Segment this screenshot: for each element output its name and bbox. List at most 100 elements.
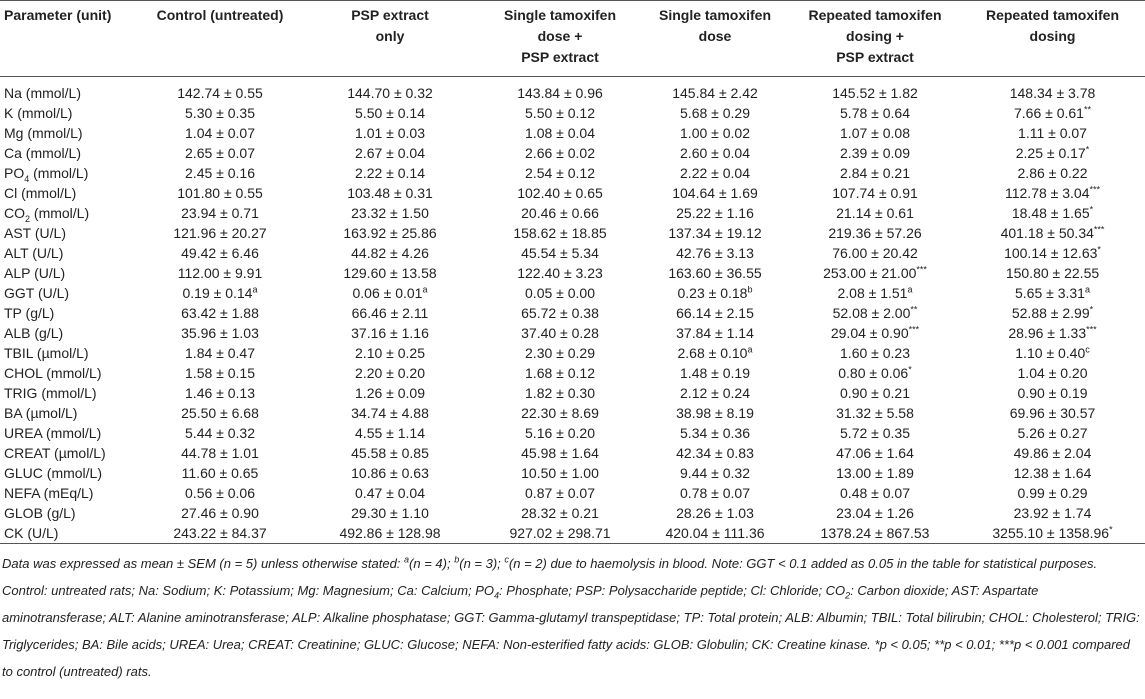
value-cell: 63.42 ± 1.88 (181, 305, 259, 321)
value-cell: 52.08 ± 2.00** (790, 303, 960, 323)
header-line: dosing + (846, 28, 904, 44)
value-cell: 5.65 ± 3.31a (960, 283, 1145, 303)
value-cell: 927.02 ± 298.71 (509, 525, 611, 541)
value-cell: 1.04 ± 0.07 (185, 125, 255, 141)
superscript: ** (1083, 104, 1091, 115)
parameter-cell: Na (mmol/L) (4, 85, 82, 101)
parameter-cell: TRIG (mmol/L) (4, 385, 97, 401)
footnote-text: (n = 3); (459, 556, 505, 571)
parameter-cell: BA (µmol/L) (4, 405, 78, 421)
value-cell: 22.30 ± 8.69 (521, 405, 599, 421)
value-cell: 37.40 ± 0.28 (521, 325, 599, 341)
parameter-cell: CK (U/L) (4, 525, 59, 541)
parameter-cell: Cl (mmol/L) (4, 185, 77, 201)
footnote-text: (n = 4); (409, 556, 455, 571)
superscript: b (454, 554, 460, 565)
value-cell: 12.38 ± 1.64 (1013, 465, 1092, 481)
value-cell: 107.74 ± 0.91 (832, 185, 918, 201)
subscript: 2 (845, 590, 851, 601)
value-cell: 100.14 ± 12.63* (960, 243, 1145, 263)
value-cell: 112.00 ± 9.91 (177, 265, 263, 281)
table-row: PO4 (mmol/L) 2.45 ± 0.16 2.22 ± 0.14 2.54 ±… (0, 163, 1145, 183)
column-header: Single tamoxifen dose (640, 1, 790, 77)
value-cell: 23.04 ± 1.26 (836, 505, 914, 521)
value-cell: 103.48 ± 0.31 (347, 185, 433, 201)
parameter-cell: AST (U/L) (4, 225, 66, 241)
value-cell: 0.56 ± 0.06 (185, 485, 255, 501)
value-cell: 121.96 ± 20.27 (173, 225, 267, 241)
superscript: a (747, 344, 753, 355)
value-cell: 1.07 ± 0.08 (840, 125, 910, 141)
value-cell: 492.86 ± 128.98 (339, 525, 441, 541)
value-cell: 243.22 ± 84.37 (173, 525, 267, 541)
header-line: PSP extract (521, 49, 599, 65)
value-cell: 5.50 ± 0.12 (525, 105, 595, 121)
value-cell: 5.30 ± 0.35 (185, 105, 255, 121)
cell-text: CO (4, 205, 25, 221)
value-cell: 9.44 ± 0.32 (680, 465, 750, 481)
cell-text: 253.00 ± 21.00 (823, 265, 917, 281)
cell-text: 0.06 ± 0.01 (352, 285, 423, 301)
value-cell: 38.98 ± 8.19 (676, 405, 754, 421)
value-cell: 104.64 ± 1.69 (672, 185, 758, 201)
superscript: *** (916, 264, 927, 275)
value-cell: 25.50 ± 6.68 (181, 405, 259, 421)
value-cell: 2.84 ± 0.21 (840, 165, 910, 181)
superscript: ** (910, 304, 918, 315)
table-row: CHOL (mmol/L) 1.58 ± 0.15 2.20 ± 0.20 1.68 … (0, 363, 1145, 383)
value-cell: 2.65 ± 0.07 (185, 145, 255, 161)
value-cell: 66.46 ± 2.11 (351, 305, 429, 321)
parameter-cell: CREAT (µmol/L) (4, 445, 106, 461)
superscript: *** (908, 324, 920, 335)
value-cell: 66.14 ± 2.15 (676, 305, 754, 321)
cell-text: PO (4, 165, 25, 181)
value-cell: 2.22 ± 0.04 (680, 165, 750, 181)
cell-text: 7.66 ± 0.61 (1014, 105, 1084, 121)
cell-text: 2.68 ± 0.10 (677, 345, 748, 361)
cell-text: 100.14 ± 12.63 (1004, 245, 1098, 261)
value-cell: 5.72 ± 0.35 (840, 425, 910, 441)
column-header: Parameter (unit) (0, 1, 140, 77)
parameter-cell: GLUC (mmol/L) (4, 465, 103, 481)
value-cell: 21.14 ± 0.61 (836, 205, 914, 221)
value-cell: 0.80 ± 0.06* (790, 363, 960, 383)
column-header: Single tamoxifen dose + PSP extract (480, 1, 640, 77)
value-cell: 0.48 ± 0.07 (840, 485, 910, 501)
parameter-cell: CHOL (mmol/L) (4, 365, 102, 381)
value-cell: 112.78 ± 3.04*** (960, 183, 1145, 203)
value-cell: 23.32 ± 1.50 (351, 205, 429, 221)
value-cell: 69.96 ± 30.57 (1009, 405, 1096, 421)
value-cell: 2.67 ± 0.04 (355, 145, 425, 161)
table-row: CO2 (mmol/L) 23.94 ± 0.71 23.32 ± 1.50 20.4… (0, 203, 1145, 223)
superscript: b (747, 284, 753, 295)
value-cell: 5.78 ± 0.64 (840, 105, 910, 121)
header-line: Single tamoxifen (658, 7, 772, 23)
header-line: dose + (537, 28, 583, 44)
table-header: Parameter (unit) Control (untreated) PSP e… (0, 0, 1145, 77)
header-line: Parameter (unit) (4, 7, 112, 23)
footnote-text: : Carbon dioxide; AST: Aspartate aminotr… (2, 583, 1140, 679)
table-row: Ca (mmol/L) 2.65 ± 0.07 2.67 ± 0.04 2.66 ± … (0, 143, 1145, 163)
cell-text: 29.04 ± 0.90 (830, 325, 909, 341)
value-cell: 0.23 ± 0.18b (640, 283, 790, 303)
value-cell: 5.26 ± 0.27 (1017, 425, 1088, 441)
value-cell: 5.34 ± 0.36 (680, 425, 750, 441)
value-cell: 102.40 ± 0.65 (517, 185, 603, 201)
value-cell: 0.06 ± 0.01a (300, 283, 480, 303)
value-cell: 4.55 ± 1.14 (355, 425, 425, 441)
column-header: PSP extract only (300, 1, 480, 77)
table-row: ALB (g/L) 35.96 ± 1.03 37.16 ± 1.16 37.40 ±… (0, 323, 1145, 343)
table-row: ALP (U/L) 112.00 ± 9.91 129.60 ± 13.58 122.… (0, 263, 1145, 283)
parameter-cell: ALT (U/L) (4, 245, 64, 261)
value-cell: 37.16 ± 1.16 (351, 325, 429, 341)
value-cell: 129.60 ± 13.58 (343, 265, 437, 281)
value-cell: 2.54 ± 0.12 (525, 165, 595, 181)
value-cell: 2.12 ± 0.24 (680, 385, 750, 401)
value-cell: 420.04 ± 111.36 (665, 525, 765, 541)
table-row: GLOB (g/L) 27.46 ± 0.90 29.30 ± 1.10 28.32 … (0, 503, 1145, 523)
cell-text: 28.96 ± 1.33 (1008, 325, 1087, 341)
value-cell: 25.22 ± 1.16 (676, 205, 754, 221)
value-cell: 145.84 ± 2.42 (672, 85, 758, 101)
value-cell: 1.08 ± 0.04 (525, 125, 595, 141)
